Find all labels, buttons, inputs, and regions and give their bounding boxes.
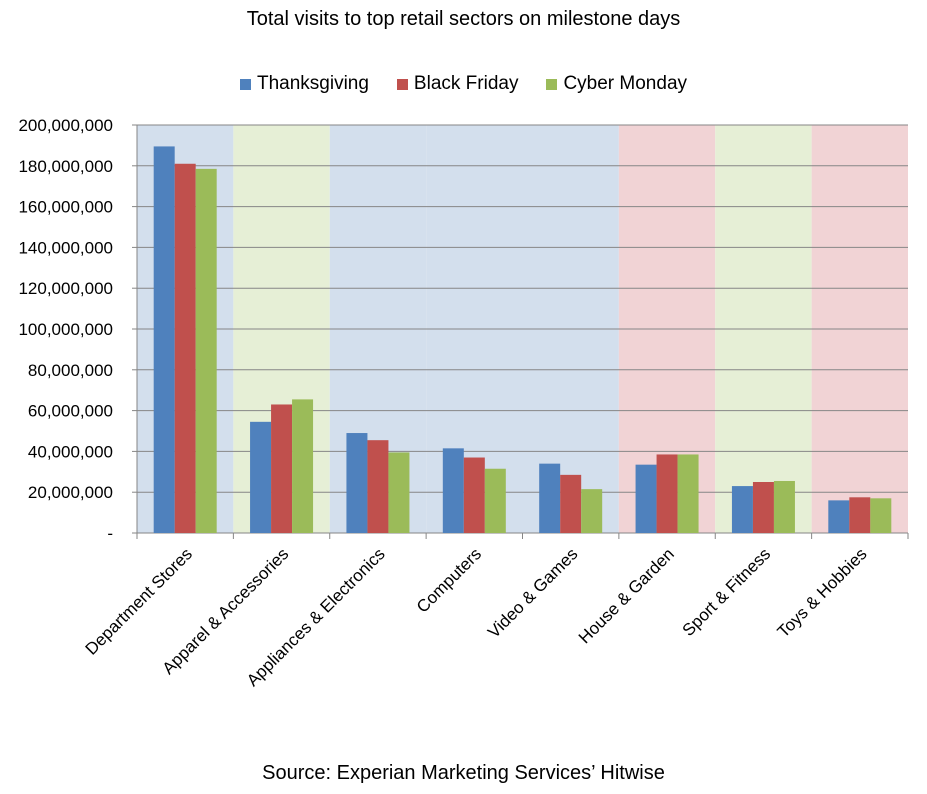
x-tick-label: Department Stores <box>82 544 196 658</box>
bar-black-friday-house-and-garden <box>656 454 678 533</box>
bar-thanksgiving-toys-and-hobbies <box>828 500 850 533</box>
bar-black-friday-video-and-games <box>560 474 582 533</box>
x-tick-label: House & Garden <box>575 544 678 647</box>
bar-cyber-monday-appliances-and-electronics <box>388 452 410 533</box>
bar-black-friday-toys-and-hobbies <box>849 497 871 533</box>
bar-thanksgiving-department-stores <box>153 146 175 534</box>
y-tick-label: 100,000,000 <box>18 320 113 339</box>
legend-item-thanksgiving: Thanksgiving <box>239 73 369 95</box>
legend-label-thanksgiving: Thanksgiving <box>256 73 369 94</box>
y-tick-label: 60,000,000 <box>28 402 113 421</box>
y-tick-label: 20,000,000 <box>28 483 113 502</box>
legend-swatch-black-friday <box>396 78 408 90</box>
bar-black-friday-department-stores <box>174 163 196 533</box>
bar-thanksgiving-apparel-and-accessories <box>250 421 272 533</box>
legend-swatch-cyber-monday <box>546 78 558 90</box>
bar-cyber-monday-toys-and-hobbies <box>870 498 892 533</box>
bar-black-friday-appliances-and-electronics <box>367 440 389 533</box>
x-tick-label: Video & Games <box>484 544 581 641</box>
bar-black-friday-sport-and-fitness <box>752 482 774 533</box>
chart-title: Total visits to top retail sectors on mi… <box>246 8 681 30</box>
y-tick-label: 160,000,000 <box>18 198 113 217</box>
bar-cyber-monday-computers <box>484 468 506 533</box>
y-tick-label: 80,000,000 <box>28 361 113 380</box>
bar-cyber-monday-department-stores <box>195 168 217 534</box>
bar-black-friday-apparel-and-accessories <box>271 404 293 533</box>
y-tick-label: - <box>107 524 113 543</box>
bar-black-friday-computers <box>463 457 485 533</box>
bar-thanksgiving-sport-and-fitness <box>731 486 753 533</box>
y-tick-label: 140,000,000 <box>18 238 113 257</box>
x-tick-label: Toys & Hobbies <box>774 544 871 641</box>
y-tick-label: 40,000,000 <box>28 442 113 461</box>
legend-label-black-friday: Black Friday <box>413 73 519 94</box>
source-note: Source: Experian Marketing Services’ Hit… <box>262 762 665 784</box>
bar-cyber-monday-house-and-garden <box>677 454 699 533</box>
legend-item-cyber-monday: Cyber Monday <box>546 73 687 95</box>
legend: Thanksgiving Black Friday Cyber Monday <box>0 73 927 95</box>
legend-swatch-thanksgiving <box>239 78 251 90</box>
legend-item-black-friday: Black Friday <box>396 73 519 95</box>
x-tick-label: Computers <box>413 544 485 616</box>
bar-cyber-monday-sport-and-fitness <box>773 480 795 533</box>
x-tick-label: Sport & Fitness <box>679 544 775 640</box>
y-tick-label: 120,000,000 <box>18 279 113 298</box>
bar-cyber-monday-apparel-and-accessories <box>292 399 314 533</box>
y-tick-label: 200,000,000 <box>18 116 113 135</box>
bar-thanksgiving-house-and-garden <box>635 464 657 533</box>
bar-thanksgiving-video-and-games <box>539 463 561 533</box>
bar-cyber-monday-video-and-games <box>581 489 603 533</box>
bar-thanksgiving-computers <box>442 448 464 533</box>
y-tick-label: 180,000,000 <box>18 157 113 176</box>
legend-label-cyber-monday: Cyber Monday <box>563 73 688 94</box>
bar-thanksgiving-appliances-and-electronics <box>346 433 368 533</box>
